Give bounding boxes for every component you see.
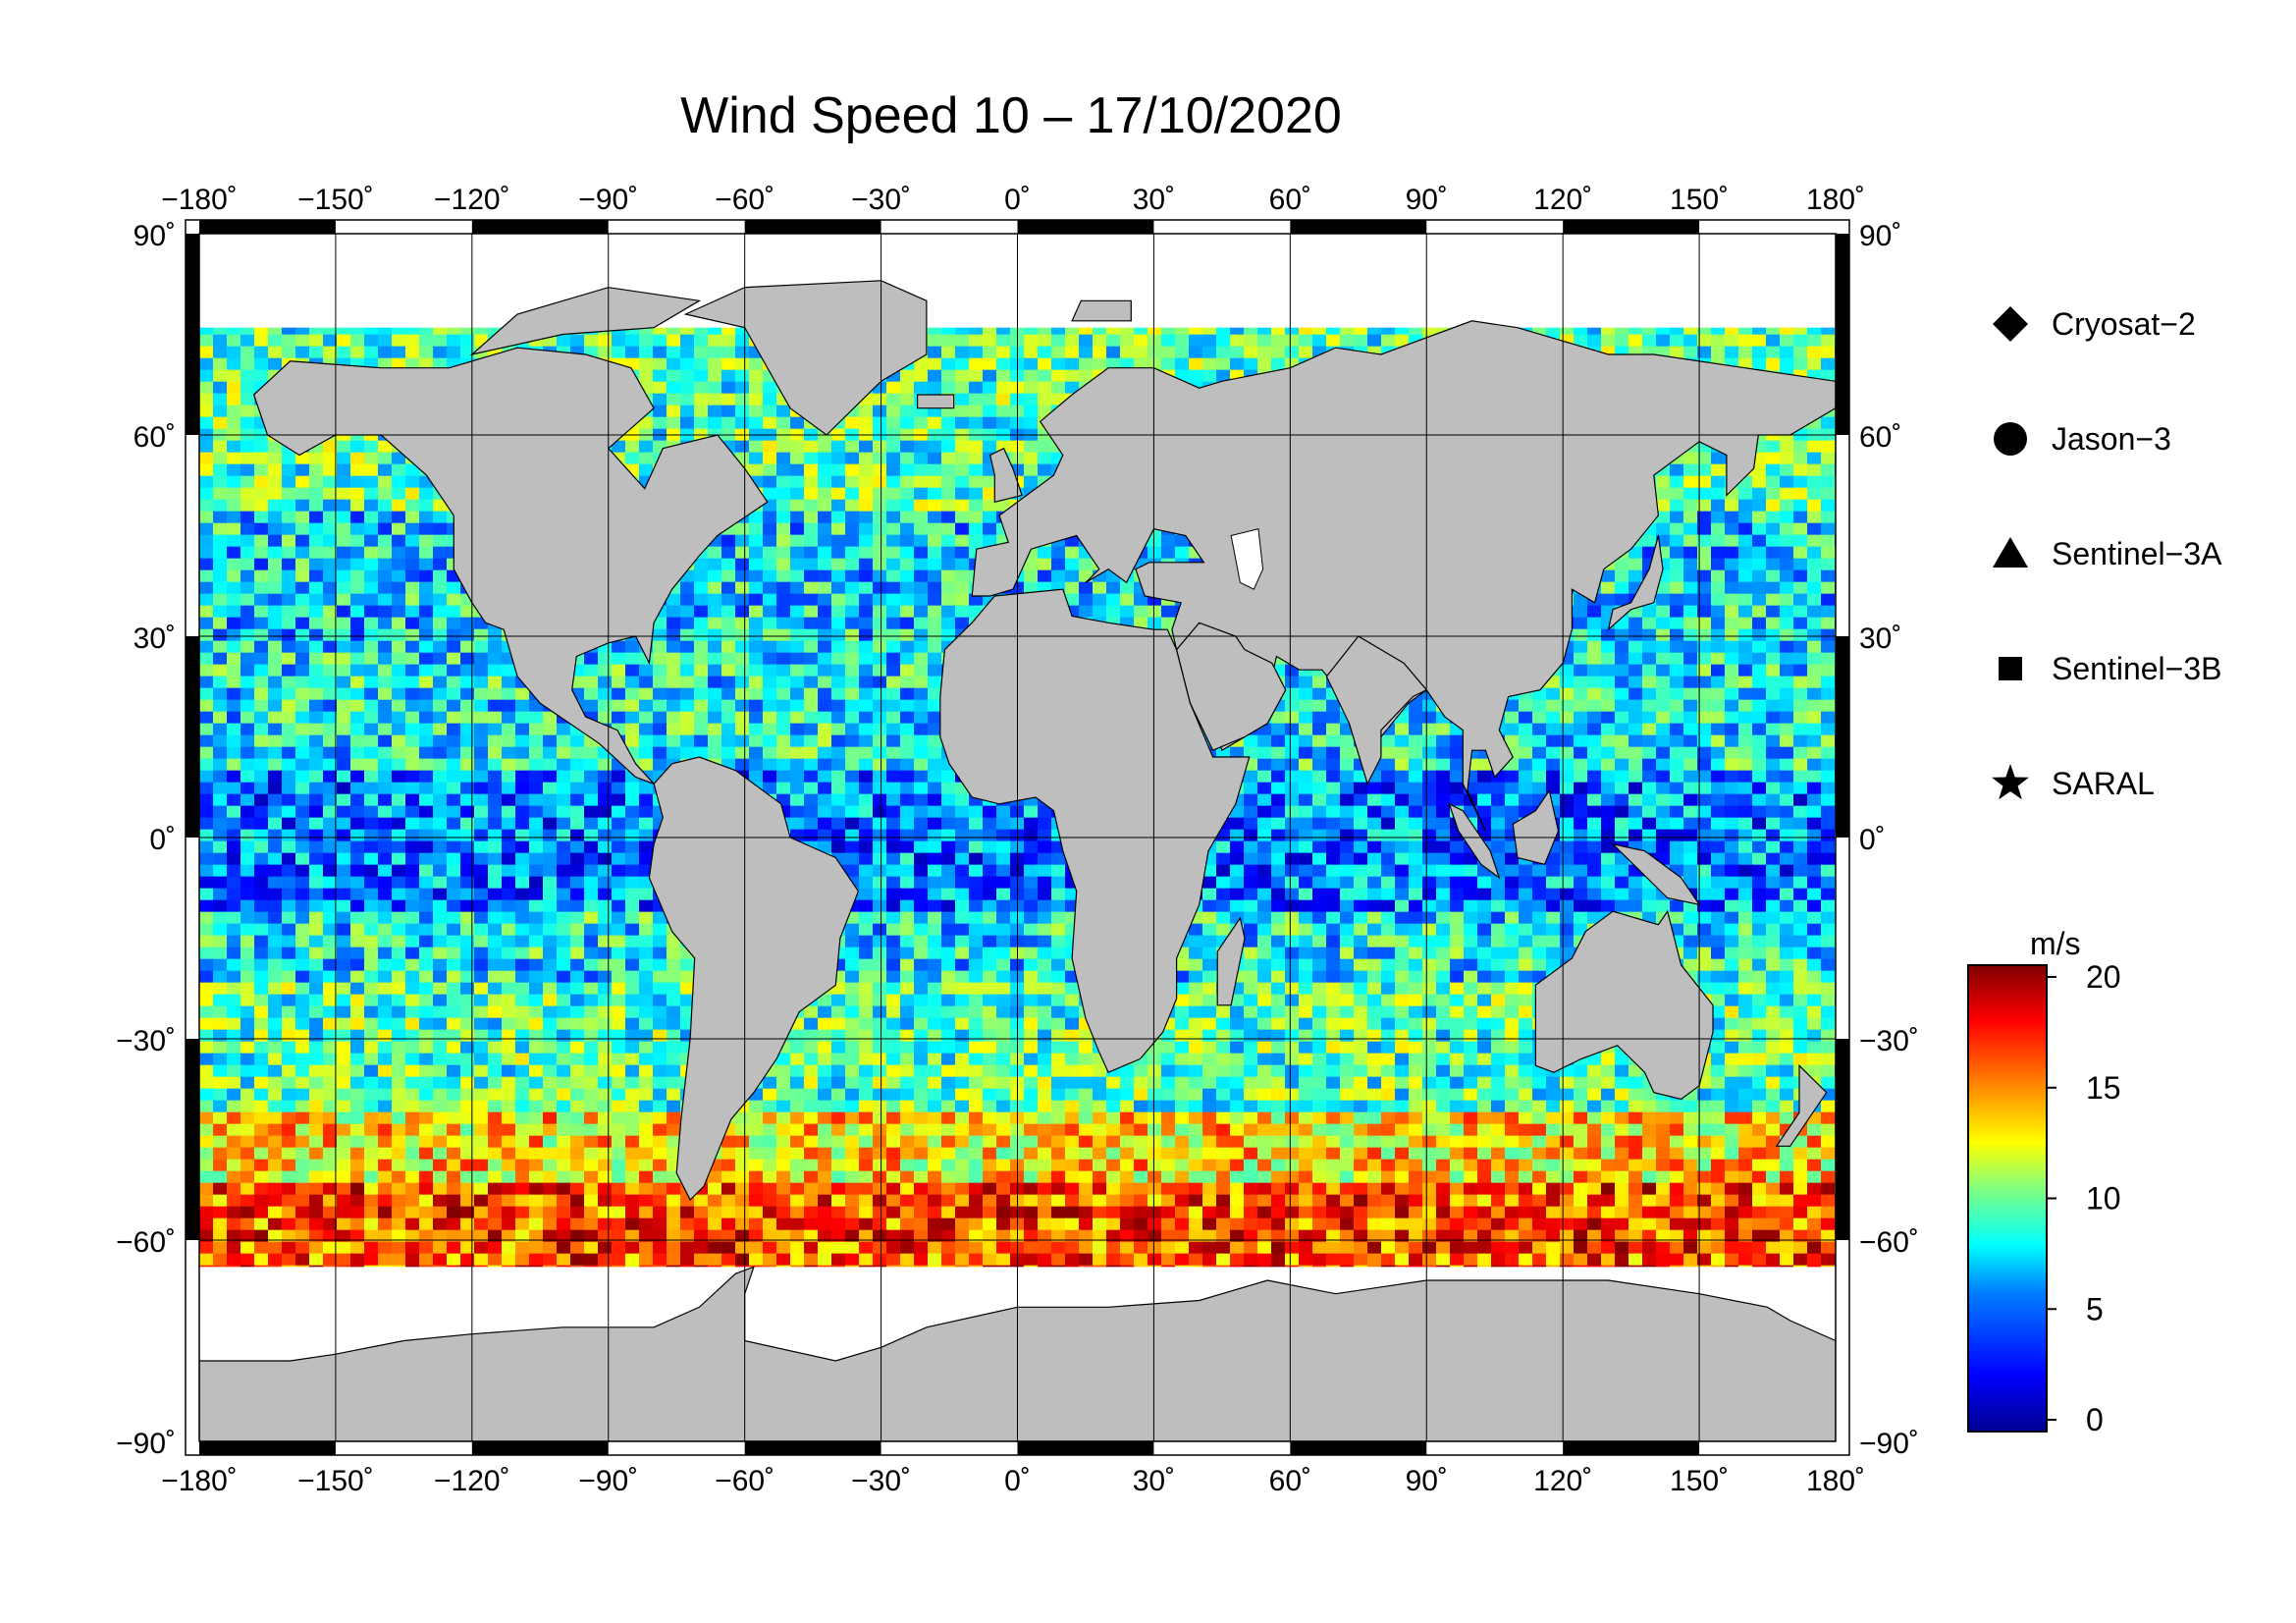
colorbar-tick-label: 10 [2086,1181,2121,1217]
legend-label: Sentinel−3B [2052,651,2221,686]
lon-tick-top: 60˚ [1269,184,1311,216]
chart-title: Wind Speed 10 – 17/10/2020 [680,87,1342,144]
lon-tick-top: 90˚ [1406,184,1448,216]
landmass [1607,535,1664,631]
lon-tick-bottom: 30˚ [1133,1465,1175,1497]
lat-tick-right: −30˚ [1859,1025,1919,1057]
lon-tick-bottom: 180˚ [1806,1465,1865,1497]
landmass [971,320,1836,832]
colorbar-gradient [1967,964,2048,1433]
lon-tick-bottom: −180˚ [161,1465,238,1497]
lon-tick-bottom: −120˚ [434,1465,510,1497]
landmass [1512,788,1560,866]
lon-tick-bottom: −60˚ [715,1465,774,1497]
satellite-legend: Cryosat−2 Jason−3 Sentinel−3A Sentinel−3B SA… [1992,306,2222,801]
legend-item: Sentinel−3A [1993,536,2222,571]
lon-tick-bottom: 120˚ [1533,1465,1592,1497]
landmass [1071,299,1132,322]
lon-tick-bottom: 150˚ [1670,1465,1729,1497]
lat-tick-right: 90˚ [1859,220,1901,252]
lat-tick-right: 0˚ [1859,824,1886,856]
lon-tick-bottom: −90˚ [578,1465,638,1497]
landmass [1325,635,1428,785]
circle-icon [1994,422,2027,456]
legend-item: Jason−3 [1994,421,2171,457]
landmass [648,756,860,1202]
colorbar-unit: m/s [2030,926,2081,961]
diamond-icon [1993,306,2028,342]
lon-tick-top: −120˚ [434,184,510,216]
lat-tick-left: 0˚ [149,824,176,856]
landmass [469,287,702,356]
lat-tick-left: 60˚ [133,421,176,454]
map-border-ticks [185,219,1850,1456]
legend-label: Cryosat−2 [2052,306,2196,342]
lon-tick-bottom: 0˚ [1004,1465,1031,1497]
lon-tick-top: 150˚ [1670,184,1729,216]
lat-tick-left: 90˚ [133,220,176,252]
lat-tick-right: 60˚ [1859,421,1901,454]
lon-tick-bottom: −150˚ [297,1465,374,1497]
lon-tick-top: 30˚ [1133,184,1175,216]
legend-label: Jason−3 [2052,421,2171,457]
legend-label: SARAL [2052,766,2155,801]
lat-tick-left: 30˚ [133,622,176,655]
landmass [1534,909,1714,1101]
colorbar-tick-label: 15 [2086,1070,2121,1106]
landmass [1775,1063,1828,1147]
landmass [1216,916,1246,1006]
colorbar-tick-label: 5 [2086,1291,2104,1326]
lat-tick-left: −60˚ [116,1226,176,1259]
landmass [916,394,955,409]
lat-tick-right: −60˚ [1859,1226,1919,1259]
lat-tick-right: −90˚ [1859,1428,1919,1460]
lon-tick-top: −90˚ [578,184,638,216]
lon-tick-top: 120˚ [1533,184,1592,216]
landmass [1448,802,1501,880]
lon-tick-bottom: 60˚ [1269,1465,1311,1497]
colorbar-tick-label: 20 [2086,959,2121,995]
colorbar: m/s 20 15 10 5 0 [1967,926,2121,1437]
landmass [1175,622,1287,751]
caspian-sea [1230,528,1264,590]
lat-tick-right: 30˚ [1859,622,1901,655]
square-icon [1999,657,2022,680]
lon-tick-top: 0˚ [1004,184,1031,216]
lon-tick-bottom: 90˚ [1406,1465,1448,1497]
triangle-icon [1993,537,2028,568]
lat-tick-left: −90˚ [116,1428,176,1460]
lon-tick-top: −180˚ [161,184,238,216]
legend-item: Sentinel−3B [1999,651,2221,686]
lon-tick-bottom: −30˚ [851,1465,911,1497]
legend-item: Cryosat−2 [1993,306,2196,342]
lon-tick-top: −30˚ [851,184,911,216]
star-icon [1992,764,2029,800]
lon-tick-top: 180˚ [1806,184,1865,216]
map-plot-area [199,234,1836,1441]
graticule [199,234,1836,1441]
legend-label: Sentinel−3A [2052,536,2222,571]
landmass [989,447,1023,504]
axis-tick-labels: −180˚ −180˚ −150˚ −150˚ −120˚ −120˚ −90˚ −90˚ −6… [116,184,1919,1497]
colorbar-tick-label: 0 [2086,1402,2104,1437]
landmass [252,347,769,784]
legend-item: SARAL [1992,764,2155,801]
lat-tick-left: −30˚ [116,1025,176,1057]
lon-tick-top: −150˚ [297,184,374,216]
lon-tick-top: −60˚ [715,184,774,216]
